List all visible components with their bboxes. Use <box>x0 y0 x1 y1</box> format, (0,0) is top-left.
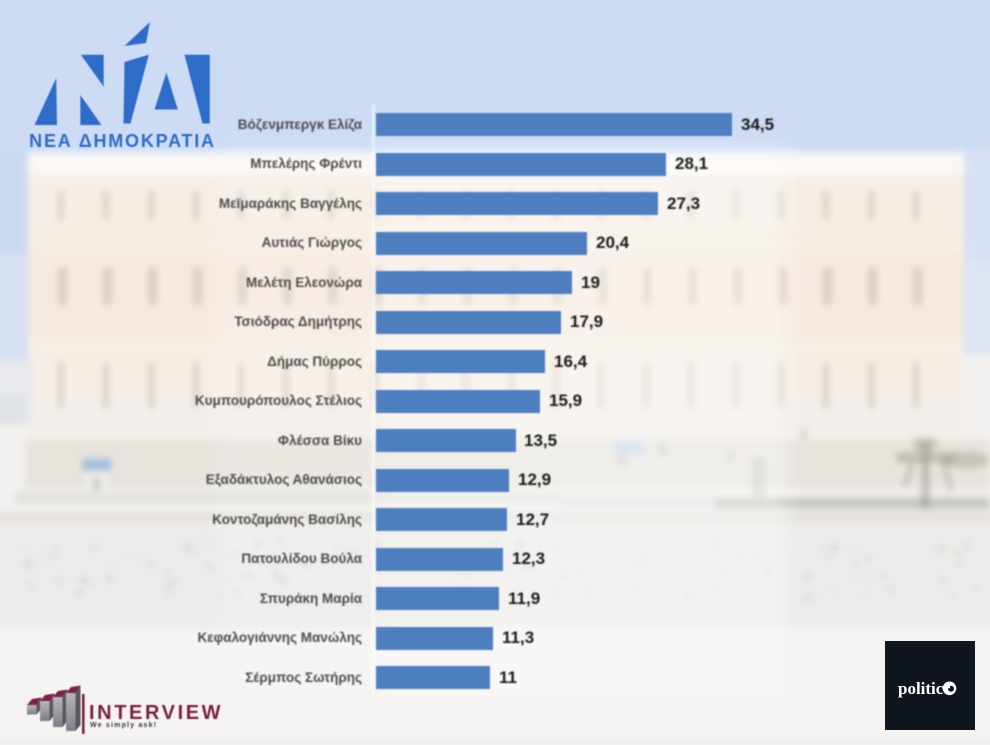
svg-text:ΝΕΑ ΔΗΜΟΚΡΑΤΙΑ: ΝΕΑ ΔΗΜΟΚΡΑΤΙΑ <box>29 131 216 151</box>
svg-text:politic: politic <box>898 679 944 698</box>
svg-text:We simply ask!: We simply ask! <box>90 722 157 729</box>
svg-text:INTERVIEW: INTERVIEW <box>89 702 223 724</box>
